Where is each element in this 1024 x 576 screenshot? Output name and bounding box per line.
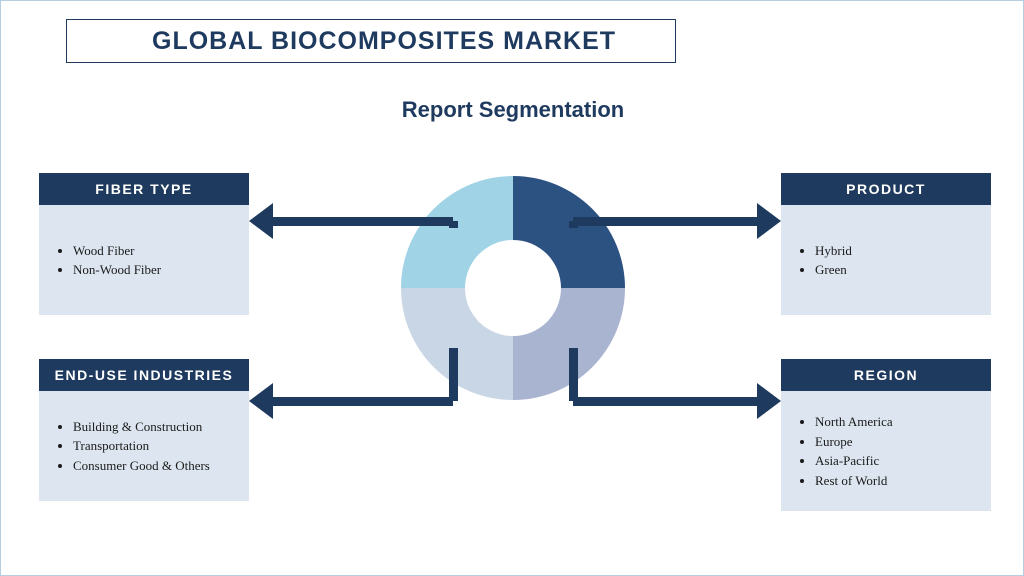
connector-v <box>449 348 458 401</box>
arrow-icon <box>757 203 781 239</box>
connector-h <box>573 217 757 226</box>
segment-item: Wood Fiber <box>73 241 235 261</box>
segment-item: Transportation <box>73 436 235 456</box>
connector-h <box>273 217 453 226</box>
segment-item: Hybrid <box>815 241 977 261</box>
segment-item: Green <box>815 260 977 280</box>
donut-svg <box>401 176 625 400</box>
segment-header: END-USE INDUSTRIES <box>39 359 249 391</box>
arrow-icon <box>249 383 273 419</box>
segment-body: Building & ConstructionTransportationCon… <box>39 391 249 501</box>
segment-region: REGION North AmericaEuropeAsia-PacificRe… <box>781 359 991 511</box>
arrow-icon <box>249 203 273 239</box>
segment-body: Wood FiberNon-Wood Fiber <box>39 205 249 315</box>
subtitle: Report Segmentation <box>1 97 1024 123</box>
page-title: GLOBAL BIOCOMPOSITES MARKET <box>152 27 616 56</box>
connector-h <box>573 397 757 406</box>
donut-chart <box>401 176 625 400</box>
connector-h <box>273 397 453 406</box>
segment-product: PRODUCT HybridGreen <box>781 173 991 315</box>
segment-item: North America <box>815 412 977 432</box>
donut-hole <box>465 240 561 336</box>
segment-item: Europe <box>815 432 977 452</box>
segment-item: Asia-Pacific <box>815 451 977 471</box>
segment-item: Consumer Good & Others <box>73 456 235 476</box>
segment-end-use: END-USE INDUSTRIES Building & Constructi… <box>39 359 249 501</box>
segment-header: FIBER TYPE <box>39 173 249 205</box>
arrow-icon <box>757 383 781 419</box>
segment-header: REGION <box>781 359 991 391</box>
title-bar: GLOBAL BIOCOMPOSITES MARKET <box>66 19 676 63</box>
segment-item: Non-Wood Fiber <box>73 260 235 280</box>
segment-body: North AmericaEuropeAsia-PacificRest of W… <box>781 391 991 511</box>
connector-v <box>569 348 578 401</box>
segment-fiber-type: FIBER TYPE Wood FiberNon-Wood Fiber <box>39 173 249 315</box>
segment-item: Building & Construction <box>73 417 235 437</box>
segment-header: PRODUCT <box>781 173 991 205</box>
segment-item: Rest of World <box>815 471 977 491</box>
segment-body: HybridGreen <box>781 205 991 315</box>
